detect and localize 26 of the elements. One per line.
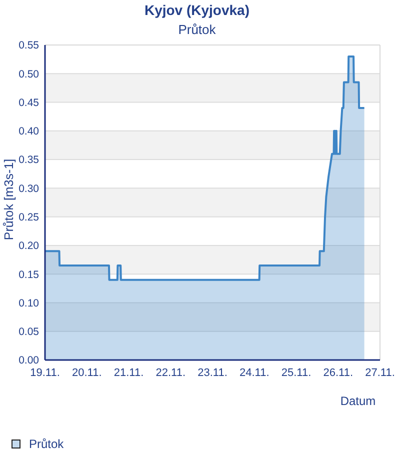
y-tick-label: 0.20 [18, 240, 40, 252]
y-tick-label: 0.00 [18, 354, 40, 367]
y-axis-title: Průtok [m3s-1] [2, 158, 16, 240]
y-tick-label: 0.40 [18, 126, 40, 138]
y-tick-label: 0.05 [18, 326, 40, 338]
x-tick-label: 23.11. [198, 367, 228, 379]
x-tick-label: 20.11. [72, 367, 102, 379]
y-tick-label: 0.10 [18, 297, 40, 310]
chart-title: Kyjov (Kyjovka) [144, 2, 250, 18]
x-tick-label: 19.11. [30, 367, 60, 379]
y-tick-label: 0.25 [18, 211, 40, 224]
x-tick-label: 25.11. [281, 367, 312, 379]
chart-subtitle: Průtok [178, 22, 216, 37]
x-tick-label: 21.11. [114, 367, 144, 379]
x-tick-label: 22.11. [156, 367, 186, 379]
x-tick-label: 27.11. [365, 367, 395, 379]
y-tick-label: 0.15 [18, 268, 40, 281]
y-tick-label: 0.55 [18, 40, 40, 52]
legend-label: Průtok [29, 437, 65, 452]
y-tick-label: 0.45 [18, 96, 40, 109]
x-tick-label: 26.11. [323, 367, 354, 379]
y-tick-label: 0.30 [18, 182, 40, 195]
y-tick-label: 0.50 [18, 68, 40, 80]
x-axis-title: Datum [340, 394, 376, 408]
y-tick-label: 0.35 [18, 154, 40, 166]
x-tick-label: 24.11. [239, 367, 270, 379]
